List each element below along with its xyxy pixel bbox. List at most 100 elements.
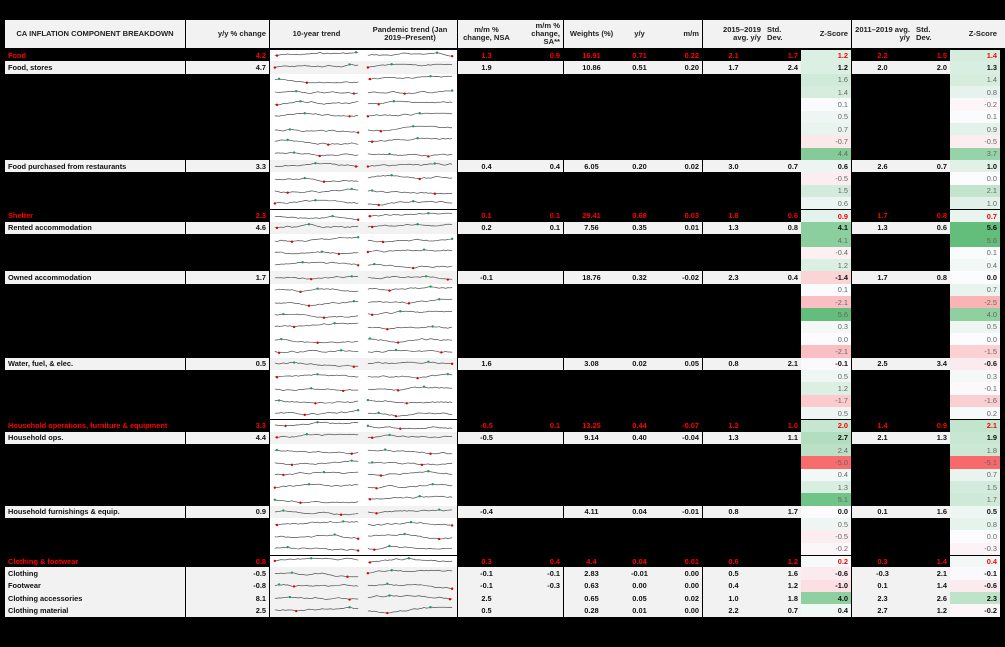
cell-name: [5, 123, 185, 136]
cell-wt: [563, 147, 619, 161]
trend-pandemic-cell: [363, 431, 457, 444]
cell-z1: 5.1: [801, 493, 851, 506]
cell-mmn: [457, 468, 515, 482]
table-row: Clothing material 2.5 0.5 0.28 0.01 0.00 2.2 0.…: [5, 604, 1005, 617]
cell-name: [5, 345, 185, 358]
cell-yy: 0.5: [185, 357, 269, 370]
cell-y: [619, 468, 660, 482]
cell-s1: [764, 258, 801, 272]
cell-s2: 0.9: [913, 419, 950, 432]
cell-s1: [764, 394, 801, 407]
cell-m: [660, 184, 702, 198]
cell-wt: [563, 86, 619, 99]
header-mm-sa: m/m % change, SA**: [531, 21, 560, 46]
sparkline-icon: [367, 51, 454, 58]
cell-name: Rented accommodation: [5, 221, 185, 235]
cell-a1: [702, 493, 764, 506]
cell-s2: [913, 234, 950, 247]
cell-y: [619, 518, 660, 531]
sparkline-icon: [274, 421, 359, 428]
cell-name: [5, 184, 185, 198]
cell-z1: 1.2: [801, 61, 851, 74]
sparkline-icon: [367, 348, 453, 354]
sparkline-icon: [367, 557, 453, 564]
cell-m: [660, 444, 702, 457]
trend-pandemic-cell: [363, 579, 457, 593]
cell-s2: [913, 542, 950, 556]
cell-z2: -0.3: [950, 542, 1000, 556]
trend-10y-cell: [269, 345, 363, 358]
cell-z1: 4.4: [801, 147, 851, 161]
cell-a1: [702, 542, 764, 556]
cell-y: [619, 184, 660, 198]
cell-s2: 2.0: [913, 61, 950, 74]
cell-y: [619, 332, 660, 346]
cell-mms: [515, 234, 563, 247]
sparkline-icon: [367, 482, 453, 490]
cell-mms: [515, 332, 563, 346]
cell-yy: -0.5: [185, 567, 269, 580]
cell-wt: 10.86: [563, 61, 619, 74]
table-row: Water, fuel, & elec. 0.5 1.6 3.08 0.02 0.05 0.…: [5, 357, 1005, 370]
cell-y: [619, 172, 660, 185]
cell-a1: [702, 518, 764, 531]
cell-mmn: 0.1: [457, 209, 515, 222]
sub-row: 0.5 0.8: [5, 518, 1005, 531]
cell-z2: 5.6: [950, 234, 1000, 247]
cell-name: [5, 258, 185, 272]
header-weights: Weights (%): [563, 20, 619, 48]
cell-s2: 0.6: [913, 221, 950, 235]
sub-row: 5.1 1.7: [5, 493, 1005, 506]
cell-s1: [764, 86, 801, 99]
cell-z1: 1.5: [801, 184, 851, 198]
cell-z1: 0.7: [801, 123, 851, 136]
cell-a2: 2.0: [851, 61, 913, 74]
cell-name: [5, 382, 185, 395]
cell-m: [660, 234, 702, 247]
sparkline-icon: [367, 211, 453, 218]
cell-a2: [851, 444, 913, 457]
sparkline-icon: [274, 100, 359, 107]
sparkline-icon: [366, 63, 453, 69]
cell-m: [660, 530, 702, 543]
cell-z1: 4.0: [801, 592, 851, 605]
cell-a1: 0.6: [702, 555, 764, 568]
cell-mmn: 2.5: [457, 592, 515, 605]
cell-a1: [702, 110, 764, 124]
cell-m: [660, 147, 702, 161]
cell-y: [619, 98, 660, 111]
cell-mmn: [457, 246, 515, 259]
cell-m: -0.07: [660, 419, 702, 432]
cell-s1: 0.6: [764, 209, 801, 222]
trend-10y-cell: [269, 320, 363, 333]
cell-m: 0.05: [660, 357, 702, 370]
cell-a2: 2.2: [851, 49, 913, 62]
cell-name: Household furnishings & equip.: [5, 505, 185, 519]
trend-pandemic-cell: [363, 320, 457, 333]
trend-pandemic-cell: [363, 308, 457, 321]
cell-s1: [764, 382, 801, 395]
cell-a2: 0.1: [851, 579, 913, 593]
cell-a1: 1.0: [702, 592, 764, 605]
header-std-dev-1: Std. Dev.: [767, 25, 783, 42]
cell-y: [619, 123, 660, 136]
cell-y: [619, 369, 660, 383]
cell-s2: [913, 332, 950, 346]
cell-mms: [515, 283, 563, 296]
trend-10y-cell: [269, 406, 363, 420]
sparkline-icon: [274, 448, 359, 455]
cell-a1: 1.7: [702, 61, 764, 74]
cell-wt: 3.08: [563, 357, 619, 370]
cell-z2: 1.4: [950, 49, 1000, 62]
cell-name: Owned accommodation: [5, 271, 185, 284]
cell-m: [660, 135, 702, 148]
cell-yy: [185, 382, 269, 395]
cell-yy: [185, 110, 269, 124]
sub-row: -0.5 0.0: [5, 172, 1005, 185]
sub-row: -0.2 -0.3: [5, 542, 1005, 556]
cell-yy: 4.4: [185, 431, 269, 444]
sparkline-icon: [273, 63, 359, 69]
cell-name: [5, 308, 185, 321]
sparkline-icon: [366, 248, 453, 254]
header-yy-change: y/y % change: [185, 20, 269, 48]
